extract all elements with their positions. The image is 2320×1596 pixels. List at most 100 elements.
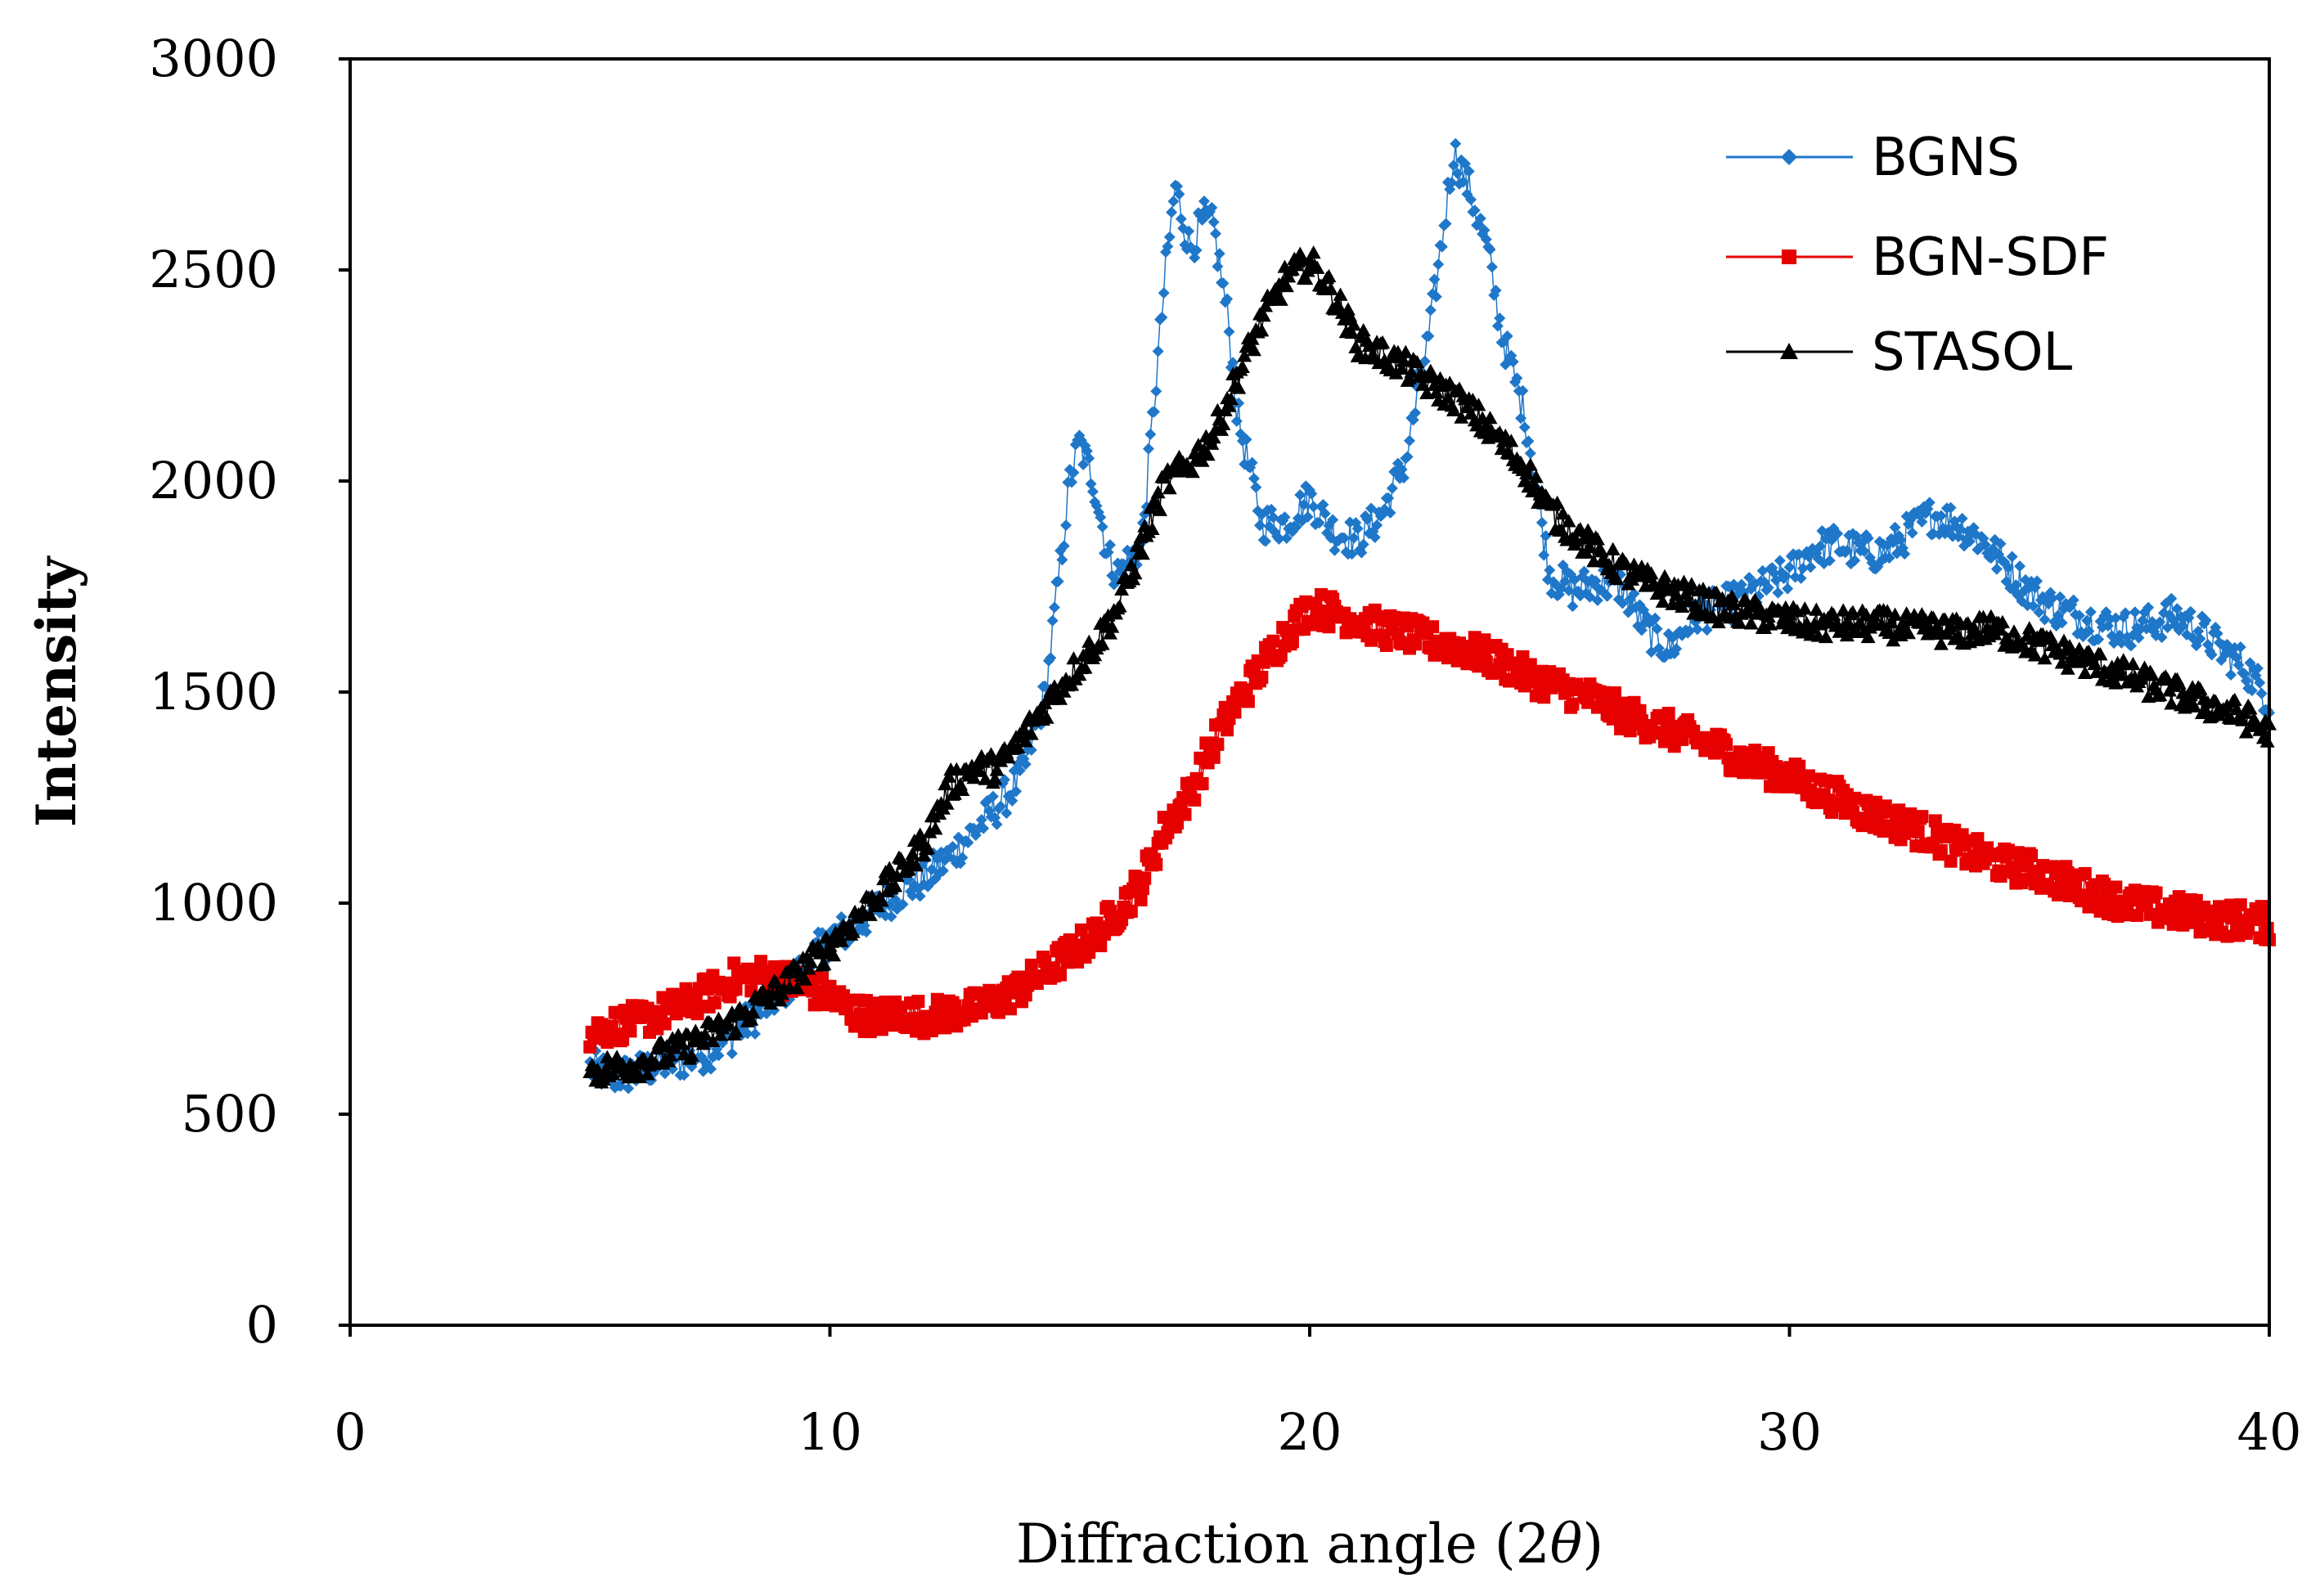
data-point — [1566, 697, 1580, 711]
data-point — [987, 790, 999, 802]
data-point — [1770, 574, 1783, 587]
data-point — [1039, 710, 1054, 724]
data-point — [2233, 898, 2247, 912]
data-point — [1915, 810, 1929, 824]
data-point — [991, 818, 1003, 830]
data-point — [874, 893, 889, 907]
data-point — [2125, 640, 2138, 652]
data-point — [1524, 447, 1536, 460]
data-point — [2014, 560, 2026, 573]
data-point — [966, 771, 982, 785]
data-point — [1805, 561, 1817, 573]
data-point — [914, 890, 926, 902]
data-point — [2254, 721, 2269, 735]
data-point — [956, 852, 969, 864]
data-point — [1319, 507, 1331, 519]
data-point — [2109, 880, 2123, 894]
data-point — [1313, 517, 1325, 529]
data-point — [2164, 696, 2179, 710]
data-point — [1112, 599, 1127, 613]
data-point — [861, 926, 873, 938]
data-point — [2234, 641, 2246, 654]
data-point — [1471, 398, 1486, 411]
data-point — [1928, 814, 1942, 828]
data-point — [922, 825, 937, 838]
series-stasol — [582, 245, 2277, 1089]
data-point — [1200, 447, 1216, 461]
data-point — [1796, 562, 1809, 574]
y-tick-label: 2000 — [149, 451, 278, 510]
data-point — [1403, 434, 1415, 447]
data-point — [1944, 854, 1958, 868]
data-point — [2125, 656, 2141, 671]
data-point — [2129, 606, 2141, 618]
data-point — [1823, 555, 1836, 567]
data-point — [1423, 330, 1435, 342]
data-point — [1883, 614, 1899, 628]
data-point — [1000, 807, 1013, 820]
data-point — [2073, 609, 2085, 622]
data-point — [1104, 539, 1117, 551]
data-point — [1628, 587, 1640, 600]
data-point — [1513, 455, 1529, 469]
data-point — [2235, 713, 2250, 726]
data-point — [1083, 452, 1095, 465]
data-point — [1401, 451, 1414, 463]
data-point — [1661, 706, 1675, 720]
data-point — [1895, 534, 1907, 546]
data-point — [1616, 597, 1629, 609]
x-axis-title-text: Diffraction angle (2 — [1016, 1513, 1550, 1576]
data-point — [1396, 463, 1408, 475]
data-point — [623, 1024, 637, 1038]
data-point — [1246, 456, 1258, 469]
data-point — [1649, 612, 1661, 624]
data-point — [1394, 361, 1410, 375]
data-point — [803, 955, 819, 969]
data-point — [1046, 614, 1059, 627]
data-point — [623, 1082, 635, 1095]
data-point — [1899, 548, 1911, 560]
data-point — [2232, 659, 2245, 671]
data-point — [2192, 681, 2208, 695]
data-point — [2115, 636, 2128, 649]
data-point — [1048, 601, 1060, 614]
data-point — [1144, 428, 1157, 440]
data-point — [726, 1047, 738, 1059]
data-point — [862, 907, 878, 921]
data-point — [2062, 639, 2078, 653]
data-point — [1468, 205, 1481, 217]
data-point — [2114, 668, 2129, 681]
data-point — [1150, 385, 1162, 398]
data-point — [1255, 670, 1269, 684]
data-point — [888, 879, 903, 892]
data-point — [975, 814, 987, 826]
data-point — [2093, 633, 2105, 645]
data-point — [1841, 545, 1853, 557]
data-point — [863, 1025, 877, 1039]
data-point — [1357, 538, 1369, 551]
data-point — [972, 763, 987, 777]
data-point — [1983, 609, 1999, 623]
data-point — [1231, 380, 1247, 394]
data-point — [1589, 532, 1605, 546]
y-tick-label: 0 — [246, 1295, 278, 1355]
data-point — [1266, 503, 1278, 515]
data-point — [978, 771, 993, 785]
data-point — [1609, 571, 1625, 586]
data-point — [1338, 532, 1351, 544]
data-point — [1635, 624, 1648, 636]
data-point — [1657, 569, 1673, 582]
data-point — [1724, 589, 1740, 603]
data-point — [897, 898, 909, 910]
data-point — [1578, 565, 1590, 578]
y-tick-label: 1000 — [149, 873, 278, 933]
legend-marker-bgn-sdf — [1782, 250, 1796, 264]
data-point — [2006, 551, 2018, 563]
data-point — [2256, 908, 2270, 922]
data-point — [1158, 287, 1170, 299]
data-point — [1424, 304, 1437, 317]
data-point — [1457, 176, 1469, 188]
data-point — [1582, 539, 1598, 554]
data-point — [1762, 582, 1774, 594]
data-point — [1691, 623, 1703, 636]
